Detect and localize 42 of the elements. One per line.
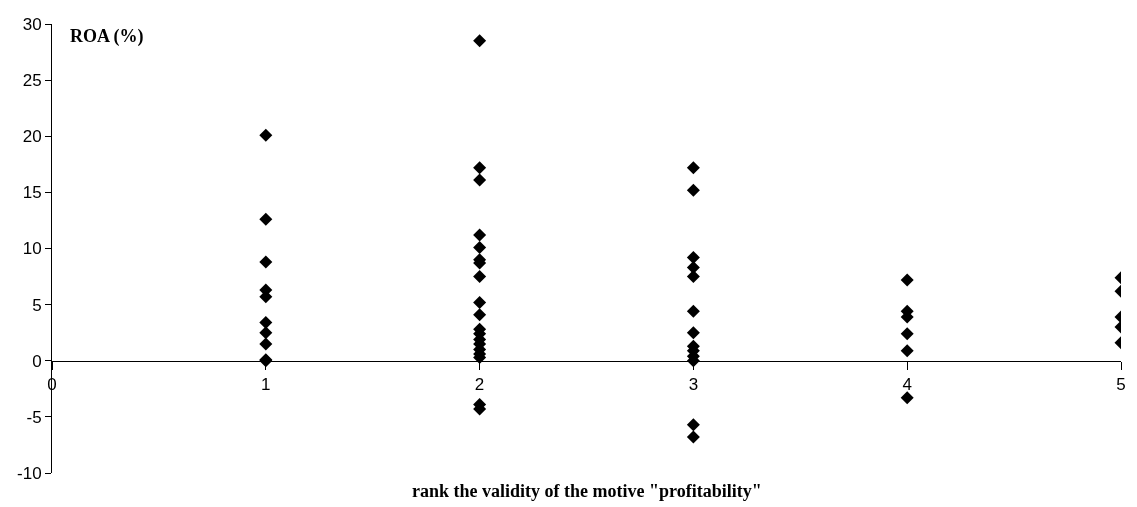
point	[473, 308, 487, 322]
y-tick-label: -10	[17, 463, 42, 483]
point	[686, 183, 700, 197]
x-tick-label: 2	[474, 375, 485, 395]
point	[473, 161, 487, 175]
point	[686, 161, 700, 175]
y-tick-label: 20	[22, 127, 42, 147]
point	[473, 270, 487, 284]
y-axis-title: ROA (%)	[70, 26, 144, 47]
y-tick-label: 30	[22, 14, 42, 34]
point	[259, 212, 273, 226]
point	[473, 228, 487, 242]
point	[900, 391, 914, 405]
point	[259, 128, 273, 142]
y-tick-label: 15	[22, 183, 42, 203]
point	[259, 337, 273, 351]
y-tick-label: -5	[26, 407, 42, 427]
point	[686, 304, 700, 318]
y-tick-label: 5	[32, 295, 42, 315]
point	[900, 273, 914, 287]
point	[686, 326, 700, 340]
point	[686, 430, 700, 444]
point	[259, 326, 273, 340]
y-tick-label: 25	[22, 71, 42, 91]
point	[900, 344, 914, 358]
y-tick-label: 0	[32, 351, 42, 371]
x-tick-label: 4	[902, 375, 912, 395]
point	[473, 240, 487, 254]
point	[259, 255, 273, 269]
point	[473, 173, 487, 187]
x-tick-label: 1	[261, 375, 271, 395]
point	[473, 295, 487, 309]
x-axis-title: rank the validity of the motive "profitability"	[412, 481, 762, 501]
point	[686, 418, 700, 432]
point	[259, 316, 273, 330]
x-tick-label: 5	[1116, 375, 1126, 395]
point	[473, 34, 487, 48]
point	[686, 270, 700, 284]
x-tick-label: 3	[688, 375, 699, 395]
point	[900, 327, 914, 341]
point	[686, 250, 700, 264]
y-tick-label: 10	[22, 239, 42, 259]
